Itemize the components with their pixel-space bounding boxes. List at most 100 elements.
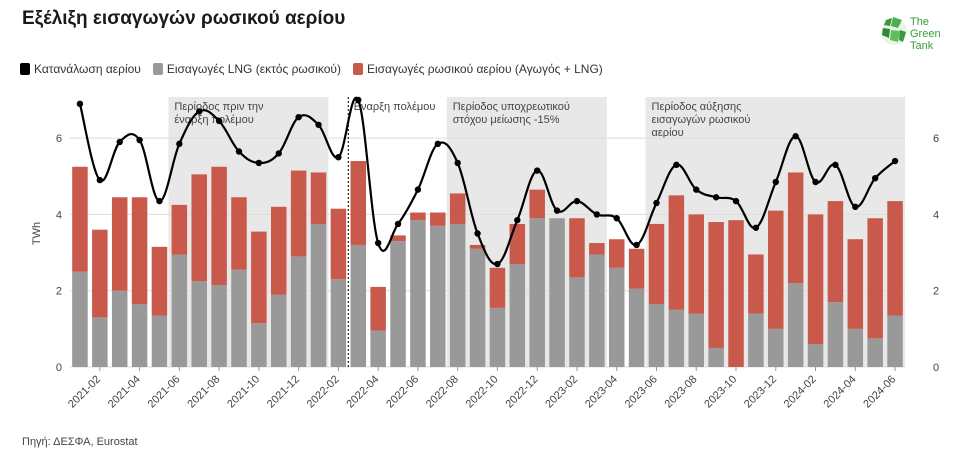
x-tick-2021-04: 2021-04 bbox=[106, 373, 143, 410]
consumption-point-2023-07 bbox=[673, 161, 680, 169]
bar-lng-2023-07 bbox=[668, 309, 685, 367]
bar-russian-2023-09 bbox=[708, 222, 724, 348]
x-tick-2022-08: 2022-08 bbox=[424, 373, 461, 410]
consumption-point-2022-10 bbox=[494, 260, 501, 268]
bar-lng-2021-05 bbox=[151, 315, 168, 367]
bar-lng-2021-11 bbox=[270, 294, 287, 367]
y-tick-right-6: 6 bbox=[933, 133, 939, 145]
bar-lng-2023-09 bbox=[708, 347, 724, 367]
bar-lng-2023-02 bbox=[569, 277, 585, 367]
x-tick-2021-08: 2021-08 bbox=[185, 373, 222, 410]
bars bbox=[72, 161, 903, 367]
consumption-point-2024-05 bbox=[871, 174, 879, 182]
consumption-point-2021-11 bbox=[275, 150, 282, 157]
consumption-point-2021-12 bbox=[295, 113, 302, 121]
consumption-line bbox=[76, 96, 899, 268]
bar-lng-2024-03 bbox=[827, 302, 844, 367]
consumption-point-2023-04 bbox=[613, 215, 620, 222]
bar-russian-2021-01 bbox=[72, 166, 88, 272]
bar-lng-2023-03 bbox=[589, 254, 605, 367]
bar-russian-2021-03 bbox=[111, 197, 128, 291]
legend-item-russian[interactable]: Εισαγωγές ρωσικού αερίου (Αγωγός + LNG) bbox=[352, 62, 603, 76]
legend: Κατανάλωση αερίου Εισαγωγές LNG (εκτός ρ… bbox=[20, 62, 603, 76]
x-tick-2024-04: 2024-04 bbox=[822, 373, 859, 410]
x-tick-2021-12: 2021-12 bbox=[265, 373, 302, 410]
bar-lng-2023-12 bbox=[768, 328, 784, 367]
bar-lng-2021-12 bbox=[290, 256, 307, 367]
chart-title: Εξέλιξη εισαγωγών ρωσικού αερίου bbox=[22, 8, 346, 29]
bar-russian-2021-06 bbox=[171, 204, 188, 255]
bar-russian-2022-10 bbox=[489, 267, 506, 308]
bar-russian-2022-08 bbox=[449, 193, 466, 224]
bar-russian-2023-10 bbox=[728, 220, 744, 367]
bar-russian-2021-08 bbox=[211, 166, 227, 285]
bar-lng-2024-02 bbox=[807, 344, 824, 367]
grid bbox=[70, 137, 905, 368]
consumption-point-2024-01 bbox=[792, 133, 799, 140]
consumption-point-2021-03 bbox=[116, 138, 123, 146]
leaf-icon bbox=[881, 17, 907, 45]
bar-russian-2024-04 bbox=[847, 239, 864, 329]
bar-russian-2022-01 bbox=[310, 172, 327, 224]
consumption-point-2021-08 bbox=[215, 117, 223, 125]
consumption-point-2023-02 bbox=[573, 197, 581, 205]
bar-russian-2023-07 bbox=[668, 195, 685, 310]
bar-russian-2021-07 bbox=[191, 174, 207, 282]
legend-item-lng[interactable]: Εισαγωγές LNG (εκτός ρωσικού) bbox=[152, 62, 341, 76]
consumption-point-2022-02 bbox=[335, 154, 342, 161]
consumption-point-2023-12 bbox=[772, 178, 779, 186]
consumption-point-2021-06 bbox=[176, 140, 183, 148]
source-note: Πηγή: ΔΕΣΦΑ, Eurostat bbox=[22, 436, 138, 448]
the-green-tank-logo: The Green Tank bbox=[880, 12, 960, 52]
consumption-point-2021-01 bbox=[76, 100, 84, 108]
bar-lng-2023-05 bbox=[628, 288, 645, 367]
consumption-point-2022-11 bbox=[514, 216, 521, 224]
bar-russian-2023-11 bbox=[748, 254, 764, 314]
bar-lng-2022-04 bbox=[370, 330, 386, 367]
consumption-point-2022-04 bbox=[374, 239, 382, 247]
x-tick-2023-12: 2023-12 bbox=[742, 373, 779, 410]
bar-lng-2021-04 bbox=[131, 304, 148, 367]
bar-russian-2024-01 bbox=[787, 172, 804, 284]
bar-lng-2022-03 bbox=[350, 244, 367, 367]
bar-russian-2021-11 bbox=[270, 206, 287, 295]
bar-russian-2024-02 bbox=[807, 214, 824, 345]
consumption-point-2021-05 bbox=[156, 197, 163, 205]
bar-lng-2022-11 bbox=[509, 264, 526, 367]
legend-label-consumption: Κατανάλωση αερίου bbox=[34, 62, 141, 76]
bar-russian-2021-02 bbox=[92, 229, 108, 318]
consumption-point-2022-05 bbox=[394, 220, 402, 228]
bar-russian-2021-04 bbox=[131, 197, 148, 305]
x-tick-2022-02: 2022-02 bbox=[305, 373, 342, 410]
bar-lng-2022-02 bbox=[330, 279, 347, 367]
x-tick-2023-06: 2023-06 bbox=[623, 373, 660, 410]
legend-item-consumption[interactable]: Κατανάλωση αερίου bbox=[20, 62, 141, 76]
x-tick-2021-02: 2021-02 bbox=[66, 373, 103, 410]
consumption-point-2022-06 bbox=[414, 186, 422, 193]
consumption-point-2023-06 bbox=[653, 199, 660, 207]
consumption-point-2023-09 bbox=[712, 194, 720, 201]
consumption-point-2023-05 bbox=[633, 241, 640, 249]
x-tick-2023-10: 2023-10 bbox=[702, 373, 739, 410]
consumption-point-2021-02 bbox=[96, 176, 104, 184]
bar-russian-2024-06 bbox=[887, 201, 903, 316]
y-tick-right-0: 0 bbox=[933, 362, 939, 374]
x-tick-2021-10: 2021-10 bbox=[225, 373, 262, 410]
bar-lng-2022-05 bbox=[390, 241, 406, 367]
legend-swatch-russian bbox=[352, 63, 363, 75]
legend-swatch-lng bbox=[152, 63, 163, 75]
bar-russian-2023-03 bbox=[589, 243, 605, 255]
x-tick-2024-06: 2024-06 bbox=[861, 373, 898, 410]
bar-lng-2021-02 bbox=[92, 317, 108, 367]
consumption-point-2022-08 bbox=[454, 159, 461, 167]
bar-lng-2022-01 bbox=[310, 223, 327, 367]
y-tick-left-4: 4 bbox=[56, 209, 62, 221]
consumption-point-2022-09 bbox=[474, 230, 481, 237]
bar-lng-2022-08 bbox=[449, 223, 466, 367]
period-label-1-0: Περίοδος υποχρεωτικού bbox=[453, 101, 570, 113]
bar-lng-2022-07 bbox=[430, 225, 446, 367]
y-axis-label: TWh bbox=[31, 222, 43, 245]
bar-lng-2021-01 bbox=[72, 271, 88, 367]
bar-lng-2023-08 bbox=[688, 313, 705, 367]
legend-label-lng: Εισαγωγές LNG (εκτός ρωσικού) bbox=[166, 62, 341, 76]
